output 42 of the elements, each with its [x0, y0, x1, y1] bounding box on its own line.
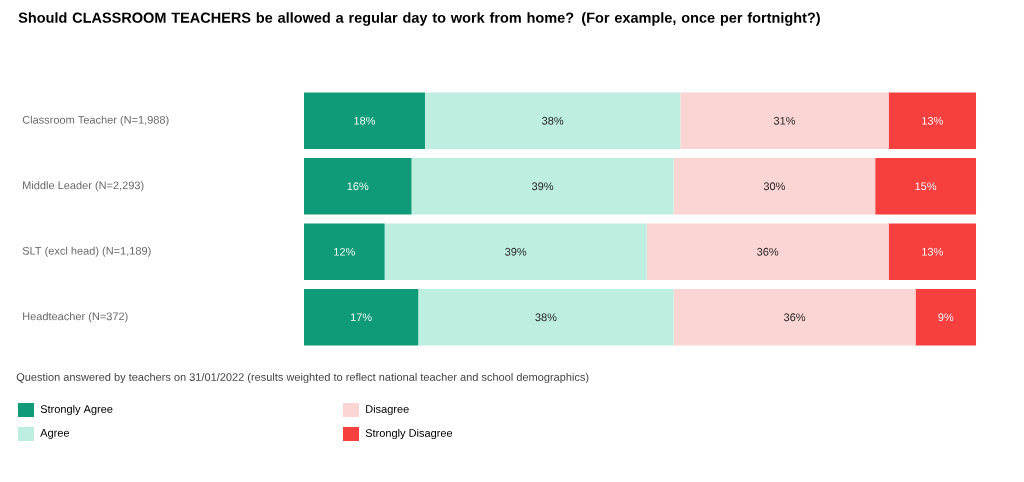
bar — [680, 92, 889, 149]
bar — [875, 158, 977, 215]
bar — [424, 92, 681, 149]
y-tick-label: Headteacher (N=372) — [23, 312, 128, 323]
data-label: 30% — [763, 182, 786, 191]
data-label: 38% — [535, 313, 557, 322]
bar — [888, 223, 977, 280]
data-label: 13% — [922, 247, 943, 256]
text: Question answered by teachers on 31/01/2022 (results weighted to reflect national teacher and school demographics) — [16, 372, 589, 384]
bar — [304, 223, 385, 280]
data-label: 16% — [347, 182, 369, 191]
data-label: 36% — [757, 247, 779, 256]
bar — [304, 92, 425, 149]
data-label: 18% — [354, 116, 376, 125]
bar — [915, 289, 977, 346]
bar — [888, 92, 977, 149]
bar — [418, 289, 674, 346]
data-label: 17% — [350, 313, 372, 322]
legend-label: Agree — [40, 429, 70, 439]
data-label: 13% — [922, 116, 943, 125]
data-label: 15% — [915, 182, 937, 191]
data-label: 39% — [531, 182, 554, 191]
y-tick-label: Middle Leader (N=2,293) — [23, 181, 144, 192]
bar — [411, 158, 674, 215]
bar — [304, 158, 412, 215]
bar — [384, 223, 647, 280]
data-label: 39% — [505, 247, 527, 256]
data-label: 31% — [773, 116, 796, 125]
bar — [646, 223, 889, 280]
legend-label: Strongly Agree — [40, 404, 113, 416]
bar — [673, 158, 876, 215]
bar — [673, 289, 916, 346]
data-label: 9% — [938, 313, 954, 322]
bar — [304, 289, 419, 346]
data-label: 12% — [334, 247, 355, 256]
chart-title: Should CLASSROOM TEACHERS be allowed a regular day to work from home? (For example, once per fortnight?) — [18, 12, 820, 26]
legend-label: Disagree — [366, 404, 409, 416]
y-tick-label: SLT (excl head) (N=1,189) — [22, 246, 151, 257]
legend-label: Strongly Disagree — [365, 428, 453, 440]
y-tick-label: Classroom Teacher (N=1,988) — [22, 115, 169, 126]
data-label: 36% — [783, 313, 806, 322]
data-label: 38% — [542, 116, 564, 125]
